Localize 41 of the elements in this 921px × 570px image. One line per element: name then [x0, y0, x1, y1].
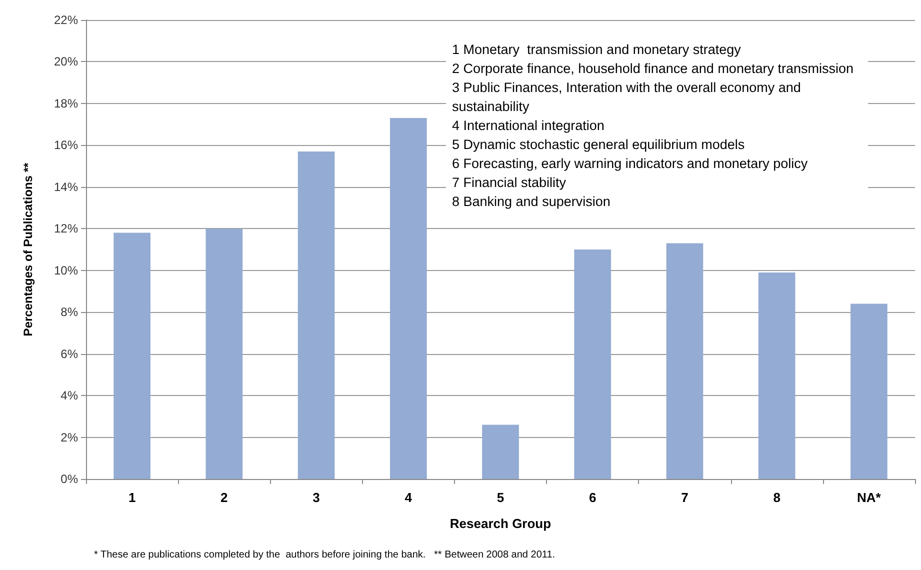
bar: [390, 118, 427, 479]
x-tick-label: NA*: [857, 490, 882, 505]
y-tick-label: 16%: [54, 138, 78, 152]
annotation: 2 Corporate finance, household finance and monetary transmission: [452, 61, 854, 76]
bar: [206, 228, 243, 479]
text: * These are publications completed by the authors before joining the bank. ** Between 2008 and 2011.: [94, 550, 556, 560]
y-tick-label: 10%: [54, 263, 78, 278]
y-tick-label: 14%: [54, 180, 78, 194]
y-tick-label: 20%: [54, 54, 78, 69]
bar: [758, 272, 796, 479]
y-axis-title: Percentages of Publications **: [21, 162, 35, 336]
bar: [574, 250, 612, 479]
bar: [482, 424, 519, 479]
y-tick-label: 18%: [54, 96, 78, 110]
y-tick-label: 6%: [60, 346, 78, 361]
annotation: 4 International integration: [452, 118, 604, 133]
bar: [850, 304, 888, 479]
y-tick-label: 0%: [60, 472, 78, 486]
x-tick-label: 2: [220, 490, 228, 505]
x-tick-label: 6: [588, 490, 596, 505]
annotation: 8 Banking and supervision: [452, 194, 610, 209]
y-tick-label: 22%: [54, 13, 78, 27]
annotation: 1 Monetary transmission and monetary strategy: [452, 42, 742, 57]
y-tick-label: 8%: [60, 305, 78, 320]
y-tick-label: 2%: [60, 430, 78, 444]
bar: [114, 232, 150, 479]
annotation: 3 Public Finances, Interation with the overall economy and sustainability: [452, 80, 805, 114]
y-tick-label: 12%: [54, 222, 78, 236]
annotation: 5 Dynamic stochastic general equilibrium models: [452, 137, 745, 152]
x-tick-label: 5: [496, 490, 504, 505]
annotation: 6 Forecasting, early warning indicators and monetary policy: [452, 156, 808, 171]
bar: [666, 243, 704, 479]
bar: [298, 151, 335, 479]
x-tick-label: 3: [312, 490, 320, 505]
x-tick-label: 4: [404, 490, 413, 505]
x-axis-title: Research Group: [450, 516, 552, 531]
x-tick-label: 8: [773, 490, 780, 505]
x-tick-label: 7: [681, 490, 688, 505]
annotation: 7 Financial stability: [452, 175, 566, 190]
y-tick-label: 4%: [60, 388, 78, 403]
x-tick-label: 1: [128, 490, 136, 505]
